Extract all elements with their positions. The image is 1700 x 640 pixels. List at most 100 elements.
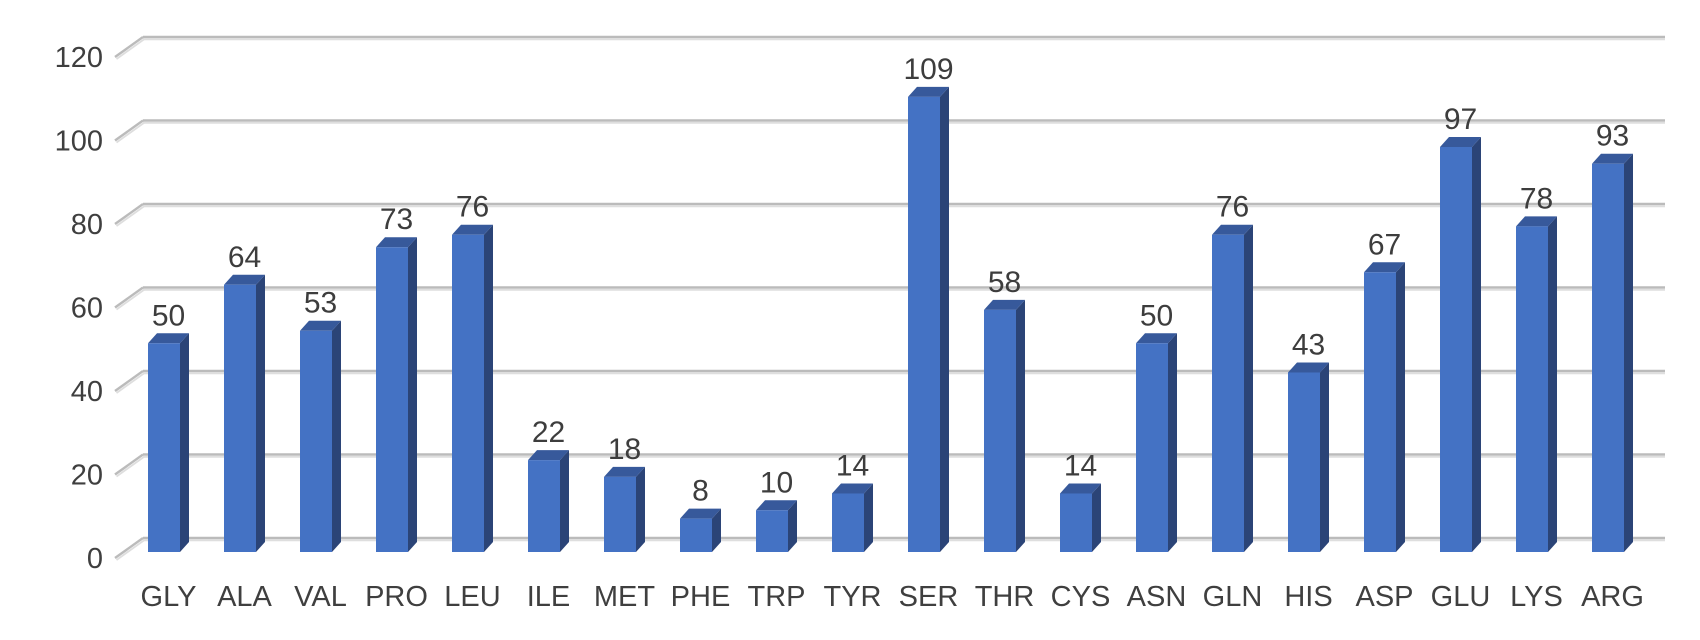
x-axis-category-label: SER [899, 581, 959, 613]
bar-front-face [1364, 272, 1396, 552]
axis-depth-tick-highlight [115, 372, 146, 394]
bar-front-face [528, 460, 560, 552]
x-axis-category-label: LEU [444, 581, 500, 613]
bar-side-face [636, 466, 645, 552]
axis-depth-tick [114, 203, 144, 225]
bar-value-label: 18 [608, 433, 641, 466]
bar-top-face [148, 333, 189, 344]
axis-depth-tick-highlight [115, 539, 146, 561]
bar-arg [1592, 153, 1633, 552]
bar-top-face [1060, 483, 1101, 494]
x-axis-category-label: ASP [1355, 581, 1413, 613]
bar-value-label: 50 [152, 299, 185, 332]
x-axis-category-label: VAL [294, 581, 347, 613]
bar-value-label: 14 [836, 450, 869, 483]
y-axis-tick-label: 80 [71, 209, 103, 241]
bar-value-label: 109 [903, 53, 953, 86]
y-axis-tick-label: 20 [71, 460, 103, 492]
bar-val [300, 320, 341, 552]
bar-top-face [604, 466, 645, 477]
bar-value-label: 50 [1140, 299, 1173, 332]
bar-front-face [1136, 343, 1168, 552]
axis-depth-tick [114, 36, 144, 58]
bar-front-face [984, 309, 1016, 552]
bar-front-face [1288, 372, 1320, 552]
bar-front-face [832, 493, 864, 552]
bar-side-face [484, 224, 493, 552]
bar-value-label: 58 [988, 266, 1021, 299]
bar-side-face [1016, 299, 1025, 552]
axis-depth-tick-highlight [115, 38, 146, 60]
bar-front-face [604, 476, 636, 552]
axis-depth-tick-highlight [115, 121, 146, 144]
bar-value-label: 97 [1444, 103, 1477, 136]
bar-side-face [1548, 216, 1557, 552]
bar-value-label: 43 [1292, 328, 1325, 361]
bar-leu [452, 224, 493, 552]
bar-front-face [1212, 234, 1244, 552]
bar-top-face [756, 500, 797, 511]
bar-side-face [332, 320, 341, 552]
axis-depth-tick-highlight [115, 288, 146, 311]
bar-top-face [908, 86, 949, 97]
x-axis-category-label: PHE [671, 581, 731, 613]
bar-side-face [712, 508, 721, 552]
bar-side-face [1244, 224, 1253, 552]
x-axis-category-label: MET [594, 581, 656, 613]
bar-value-label: 64 [228, 241, 261, 274]
axis-depth-tick [114, 370, 144, 392]
y-axis-tick-label: 120 [55, 42, 103, 74]
bar-value-label: 14 [1064, 450, 1097, 483]
bar-side-face [1472, 137, 1481, 552]
bar-lys [1516, 216, 1557, 552]
bar-side-face [1320, 362, 1329, 552]
bar-top-face [528, 450, 569, 461]
y-axis-tick-label: 40 [71, 376, 103, 408]
bar-side-face [408, 237, 417, 552]
x-axis-category-label: CYS [1051, 581, 1111, 613]
bar-value-label: 10 [760, 466, 793, 499]
bar-met [604, 466, 645, 552]
bar-phe [680, 508, 721, 552]
bar-his [1288, 362, 1329, 552]
x-axis-category-label: PRO [365, 581, 428, 613]
bar-side-face [1396, 262, 1405, 552]
bar-value-label: 78 [1520, 182, 1553, 215]
bar-side-face [788, 500, 797, 552]
bar-top-face [1440, 137, 1481, 148]
bar-front-face [1516, 226, 1548, 552]
bar-value-label: 76 [456, 191, 489, 224]
bar-top-face [1516, 216, 1557, 227]
bar-tyr [832, 483, 873, 552]
bar-front-face [452, 234, 484, 552]
bar-front-face [148, 343, 180, 552]
bar-asn [1136, 333, 1177, 552]
axis-depth-tick [114, 286, 144, 309]
x-axis-category-label: HIS [1284, 581, 1332, 613]
bar-gln [1212, 224, 1253, 552]
x-axis-category-label: ILE [527, 581, 571, 613]
x-axis-category-label: TYR [824, 581, 882, 613]
bar-side-face [256, 274, 265, 552]
bar-top-face [224, 274, 265, 285]
bar-top-face [1212, 224, 1253, 235]
bar-glu [1440, 137, 1481, 552]
axis-depth-tick-highlight [115, 205, 146, 227]
bar-front-face [680, 518, 712, 552]
bar-side-face [560, 450, 569, 552]
y-axis-tick-label: 60 [71, 293, 103, 325]
bar-front-face [376, 247, 408, 552]
bar-front-face [908, 96, 940, 553]
bar-top-face [452, 224, 493, 235]
bar-top-face [984, 299, 1025, 310]
x-axis-category-label: GLN [1203, 581, 1263, 613]
bar-side-face [1168, 333, 1177, 552]
bar-front-face [1592, 163, 1624, 552]
bar-asp [1364, 262, 1405, 552]
bar-ser [908, 86, 949, 553]
bar-top-face [1592, 153, 1633, 164]
bar-side-face [180, 333, 189, 552]
x-axis-category-label: GLY [141, 581, 197, 613]
x-axis-category-label: ARG [1581, 581, 1644, 613]
